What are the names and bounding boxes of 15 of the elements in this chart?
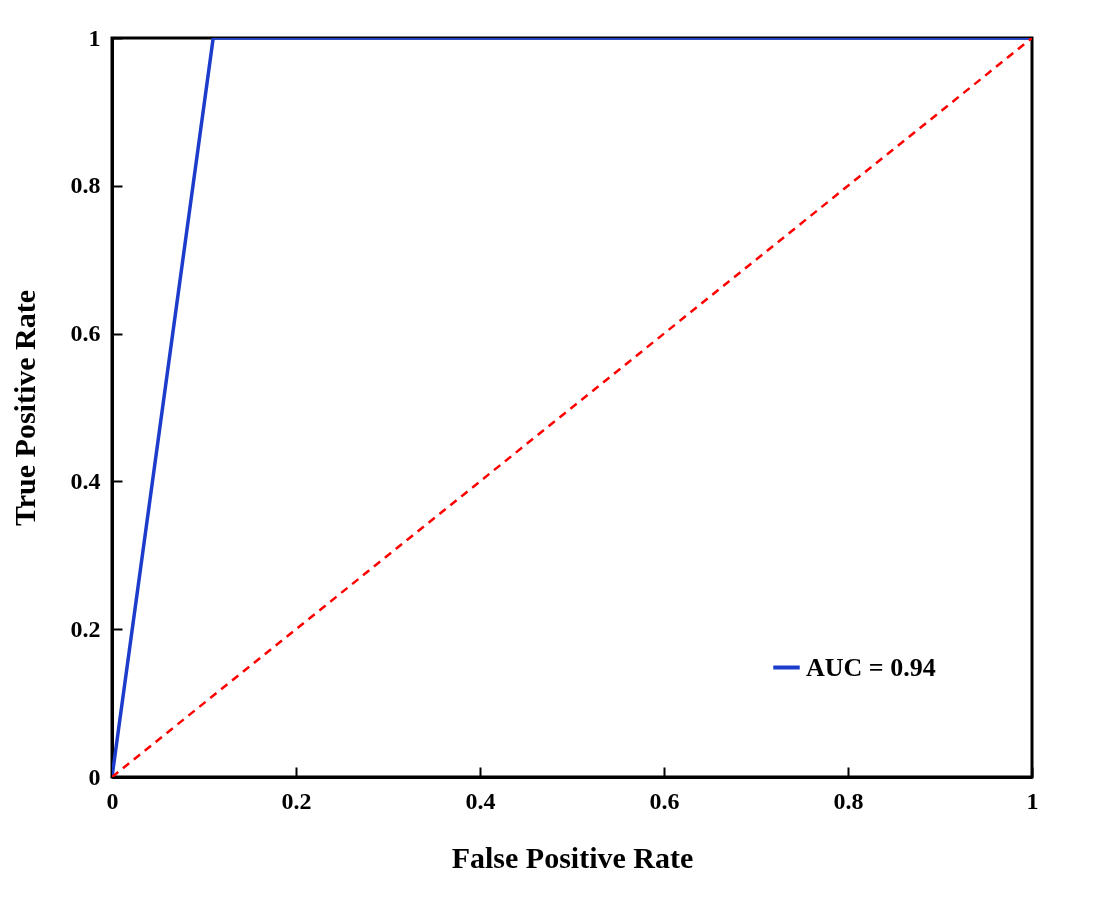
y-tick-label: 1 [88,24,101,51]
y-tick-label: 0.2 [70,615,101,642]
y-tick-label: 0.6 [70,320,101,347]
x-tick-label: 0 [106,787,119,814]
legend-label: AUC = 0.94 [806,652,936,682]
x-tick-label: 0.4 [465,787,496,814]
y-axis-title: True Positive Rate [7,289,41,527]
y-tick-label: 0 [88,763,101,790]
y-tick-label: 0.8 [70,172,101,199]
y-tick-label: 0.4 [70,467,101,494]
x-tick-label: 0.6 [649,787,680,814]
x-tick-label: 0.2 [281,787,312,814]
x-tick-label: 0.8 [833,787,864,814]
x-axis-title: False Positive Rate [451,840,694,874]
x-tick-label: 1 [1026,787,1039,814]
